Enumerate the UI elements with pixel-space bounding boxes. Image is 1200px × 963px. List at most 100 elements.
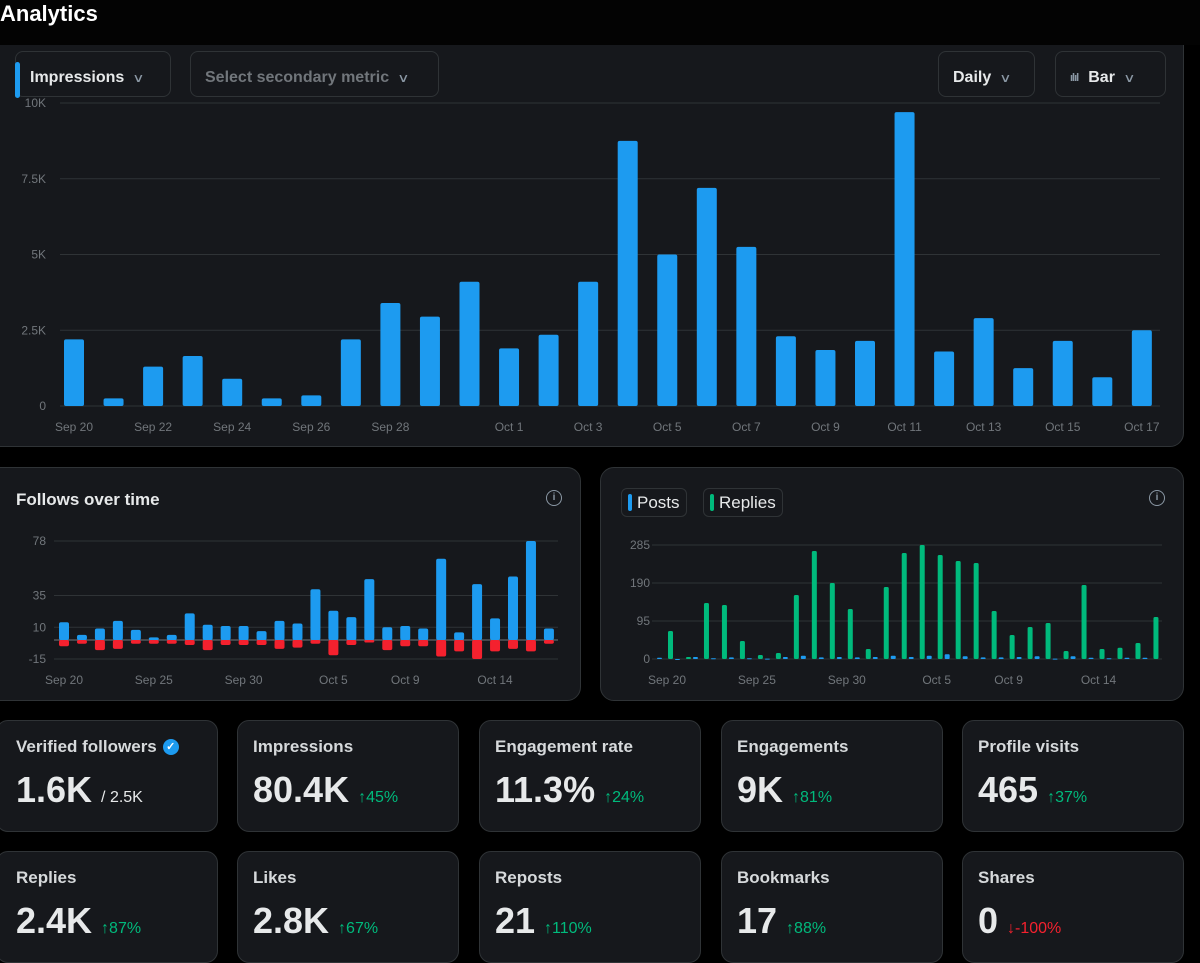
x-tick-label: Oct 5 (319, 673, 348, 687)
metric-color-indicator (15, 62, 20, 98)
chevron-down-icon: ∨ (132, 71, 145, 85)
replies-color-swatch (710, 494, 714, 511)
x-tick-label: Sep 26 (292, 420, 330, 434)
impressions-bar (1092, 377, 1113, 406)
stat-change: ↑37% (1047, 789, 1087, 807)
replies-bar (775, 653, 781, 659)
posts-replies-panel: Posts Replies i (600, 467, 1184, 701)
arrow-up-icon: ↑ (786, 920, 795, 937)
impressions-bar (1131, 330, 1152, 406)
impressions-bar (499, 348, 520, 406)
replies-bar (1063, 651, 1069, 659)
stat-total: / 2.5K (101, 789, 143, 806)
y-tick-label: 285 (630, 538, 650, 552)
posts-bar (962, 656, 968, 659)
replies-bar (847, 609, 853, 659)
unfollows-bar (364, 639, 375, 643)
stat-card[interactable]: Replies 2.4K ↑87% (0, 851, 218, 963)
posts-bar (1052, 658, 1058, 660)
stat-card[interactable]: Profile visits 465 ↑37% (962, 720, 1184, 832)
x-tick-label: Oct 5 (653, 420, 682, 434)
info-icon[interactable]: i (1149, 490, 1165, 506)
stat-card[interactable]: Verified followers ✓ 1.6K / 2.5K (0, 720, 218, 832)
posts-bar (836, 657, 842, 659)
follows-bar (418, 628, 429, 640)
chart-type-dropdown[interactable]: ılıl Bar ∨ (1055, 51, 1166, 97)
stat-card[interactable]: Reposts 21 ↑110% (479, 851, 701, 963)
chart-type-label: Bar (1088, 69, 1115, 86)
impressions-bar (775, 336, 796, 406)
chevron-down-icon: ∨ (1123, 71, 1136, 85)
unfollows-bar (184, 639, 195, 646)
replies-bar (739, 641, 745, 659)
follows-bar (238, 626, 249, 640)
x-tick-label: Oct 7 (732, 420, 761, 434)
stat-label: Engagements (737, 737, 849, 756)
stat-card[interactable]: Engagement rate 11.3% ↑24% (479, 720, 701, 832)
stat-card[interactable]: Impressions 80.4K ↑45% (237, 720, 459, 832)
info-icon[interactable]: i (546, 490, 562, 506)
replies-bar (793, 595, 799, 659)
unfollows-bar (472, 639, 483, 659)
y-tick-label: 0 (643, 652, 650, 666)
interval-dropdown[interactable]: Daily ∨ (938, 51, 1035, 97)
x-tick-label: Oct 13 (966, 420, 1002, 434)
y-tick-label: 0 (39, 399, 46, 413)
follows-bar (166, 634, 177, 640)
posts-bar (1106, 658, 1112, 660)
follows-bar (76, 634, 87, 640)
posts-color-swatch (628, 494, 632, 511)
x-tick-label: Sep 20 (45, 673, 83, 687)
posts-bar (764, 658, 770, 660)
follows-bar (292, 623, 303, 640)
unfollows-bar (238, 639, 249, 646)
primary-metric-dropdown[interactable]: Impressions ∨ (15, 51, 171, 98)
unfollows-bar (418, 639, 429, 647)
posts-bar (944, 654, 950, 659)
stat-value: 0 (978, 900, 999, 941)
x-tick-label: Sep 30 (828, 673, 866, 687)
stat-change: ↑67% (338, 920, 378, 938)
posts-bar (1016, 657, 1022, 659)
posts-bar (890, 655, 896, 659)
x-tick-label: Oct 14 (1081, 673, 1117, 687)
chevron-down-icon: ∨ (397, 71, 410, 85)
posts-bar (1142, 657, 1148, 659)
legend-posts[interactable]: Posts (621, 488, 687, 517)
impressions-bar (617, 140, 638, 406)
posts-bar (1124, 657, 1130, 659)
stat-card[interactable]: Likes 2.8K ↑67% (237, 851, 459, 963)
impressions-bar (222, 378, 243, 406)
unfollows-bar (112, 639, 123, 649)
stat-change: ↑24% (604, 789, 644, 807)
unfollows-bar (256, 639, 267, 646)
stat-card[interactable]: Engagements 9K ↑81% (721, 720, 943, 832)
impressions-bar (143, 366, 164, 406)
unfollows-bar (382, 639, 393, 651)
impressions-bar (301, 395, 322, 406)
arrow-up-icon: ↑ (358, 789, 367, 806)
stat-change-value: 24% (612, 789, 645, 806)
follows-bar (543, 628, 554, 640)
unfollows-bar (436, 639, 447, 657)
x-tick-label: Sep 22 (134, 420, 172, 434)
unfollows-bar (328, 639, 339, 656)
legend-replies[interactable]: Replies (703, 488, 783, 517)
secondary-metric-dropdown[interactable]: Select secondary metric ∨ (190, 51, 439, 97)
stat-card[interactable]: Shares 0 ↓-100% (962, 851, 1184, 963)
replies-bar (937, 555, 943, 659)
y-tick-label: 10K (25, 96, 46, 110)
stat-change: ↑45% (358, 789, 398, 807)
stat-value: 465 (978, 769, 1039, 810)
x-tick-label: Sep 20 (55, 420, 93, 434)
replies-bar (668, 631, 673, 659)
y-tick-label: 35 (33, 589, 47, 603)
stat-card[interactable]: Bookmarks 17 ↑88% (721, 851, 943, 963)
follows-bar (454, 632, 465, 640)
replies-bar (811, 551, 817, 659)
impressions-bar (696, 187, 717, 406)
stat-label: Impressions (253, 737, 354, 756)
replies-bar (919, 545, 925, 659)
stat-label: Shares (978, 868, 1035, 887)
follows-bar (382, 627, 393, 640)
